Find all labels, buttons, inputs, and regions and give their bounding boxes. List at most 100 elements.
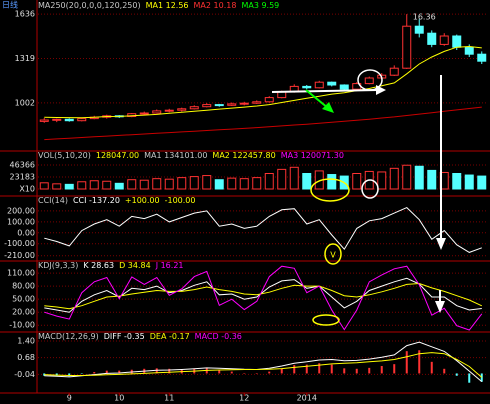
series-line — [44, 282, 483, 310]
header-item: MA250(20,0,0,0,120,250) — [38, 1, 141, 10]
y-tick-label: 80.00 — [12, 282, 35, 291]
highlight-circle — [361, 179, 379, 199]
macd-bar — [380, 366, 383, 374]
volume-bar — [202, 175, 212, 190]
header-item: +100.00 — [125, 196, 160, 205]
volume-bar — [189, 176, 199, 190]
candle-body — [39, 119, 49, 122]
y-tick-label: 23183 — [10, 173, 35, 182]
y-tick-label: 1.40 — [17, 336, 35, 345]
candle-body — [227, 103, 237, 106]
volume-bar — [427, 169, 437, 190]
volume-bar — [277, 168, 287, 190]
macd-bar — [330, 364, 333, 374]
macd-bar — [405, 351, 408, 374]
x-tick-label: 10 — [114, 394, 124, 403]
y-tick-label: X10 — [19, 185, 35, 194]
panel-header: MACD(12,26,9) DIFF -0.35 DEA -0.17 MACD -0.… — [38, 332, 242, 341]
candle-body — [164, 109, 174, 112]
volume-bar — [327, 174, 337, 190]
candle-body — [402, 25, 412, 69]
candle-body — [177, 108, 187, 111]
macd-bar — [43, 373, 46, 376]
candle-body — [139, 112, 149, 115]
macd-bar — [318, 363, 321, 374]
macd-bar — [443, 368, 446, 374]
header-item: MACD(12,26,9) — [38, 332, 99, 341]
header-item: MA2 10.18 — [194, 1, 237, 10]
macd-bar — [93, 372, 96, 374]
candle-body — [389, 67, 399, 76]
candle-body — [202, 104, 212, 108]
candle-body — [239, 102, 249, 105]
y-tick-label: 200.00 — [7, 206, 35, 215]
macd-bar — [280, 368, 283, 374]
candle-body — [64, 118, 74, 122]
volume-bar — [102, 180, 112, 190]
arrow — [271, 89, 379, 93]
header-item: MA1 134101.00 — [144, 151, 207, 160]
volume-bar — [452, 173, 462, 190]
macd-bar — [243, 372, 246, 374]
highlight-ellipse — [310, 178, 350, 202]
header-item: CCI(14) — [38, 196, 68, 205]
volume-bar — [402, 164, 412, 190]
volume-bar — [414, 165, 424, 190]
header-item: CCI -137.20 — [73, 196, 120, 205]
y-tick-label: -0.04 — [14, 370, 35, 379]
panel-header: KDJ(9,3,3) K 28.63 D 34.84 J 16.21 — [38, 261, 184, 270]
header-item: K 28.63 — [83, 261, 114, 270]
x-tick-label: 9 — [67, 394, 72, 403]
macd-bar — [218, 370, 221, 374]
annotations: V — [271, 69, 446, 326]
macd-bar — [168, 368, 171, 374]
volume-bar — [264, 173, 274, 190]
macd-bar — [80, 373, 83, 374]
volume-bar — [389, 167, 399, 190]
candle-body — [464, 46, 474, 55]
volume-bar — [377, 171, 387, 190]
volume-bar — [352, 173, 362, 190]
peak-label: 16.36 — [413, 13, 436, 22]
candle-body — [264, 97, 274, 103]
macd-bar — [305, 364, 308, 374]
series-line — [44, 352, 483, 378]
header-item: -100.00 — [165, 196, 196, 205]
y-tick-label: 1319 — [15, 54, 35, 63]
candle-body — [252, 101, 262, 104]
macd-bar — [418, 350, 421, 374]
volume-bar — [477, 175, 487, 190]
x-tick-label: 12 — [239, 394, 249, 403]
volume-bar — [89, 180, 99, 190]
macd-bar — [155, 368, 158, 374]
macd-bar — [105, 370, 108, 374]
macd-bar — [368, 367, 371, 374]
header-item: D 34.84 — [119, 261, 151, 270]
header-item: 128047.00 — [96, 151, 139, 160]
candle-body — [477, 53, 487, 62]
volume-bar — [227, 177, 237, 190]
candle-body — [364, 77, 374, 85]
macd-bar — [293, 365, 296, 374]
candle-body — [339, 84, 349, 90]
series-line — [44, 265, 483, 331]
arrow — [305, 89, 329, 109]
y-tick-label: 1002 — [15, 98, 35, 107]
series-line — [44, 207, 482, 253]
volume-bar — [114, 182, 124, 190]
y-tick-label: 100.00 — [7, 217, 35, 226]
macd-bar — [343, 368, 346, 374]
macd-bar — [393, 364, 396, 374]
header-item: MACD -0.36 — [195, 332, 242, 341]
marks: 9 10 11 12 2014 MA250(20,0,0,0,120,250) MA1 12… — [4, 1, 488, 403]
candle-body — [452, 35, 462, 48]
arrow-head — [435, 301, 445, 313]
volume-bar — [64, 183, 74, 190]
header-item: KDJ(9,3,3) — [38, 261, 78, 270]
y-tick-label: 0.00 — [17, 228, 35, 237]
macd-bar — [255, 373, 258, 374]
volume-bar — [289, 166, 299, 190]
header-item: DIFF -0.35 — [104, 332, 145, 341]
header-item: MA2 122457.80 — [212, 151, 275, 160]
